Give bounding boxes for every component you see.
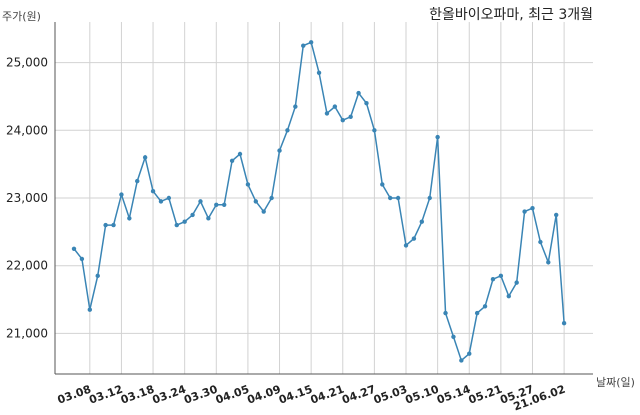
data-point [474,310,480,316]
data-point [206,216,211,221]
data-point [111,222,116,228]
y-tick-label: 25,000 [6,56,48,70]
data-point [229,158,235,163]
data-point [324,111,330,116]
data-point [356,90,361,96]
data-point [380,182,385,187]
data-point [498,273,504,279]
data-point [538,239,543,245]
data-point [166,195,172,201]
data-point [285,128,290,133]
chart-title: 한올바이오파마, 최근 3개월 [429,7,593,23]
data-point [269,195,274,201]
data-point [127,216,132,221]
data-point [554,212,559,218]
data-point [237,151,243,157]
data-point [158,199,164,204]
data-point [253,199,259,204]
x-axis-label: 날짜(일) [596,375,635,389]
data-point [403,243,409,248]
data-point [135,178,140,184]
data-point [427,195,432,201]
data-point [301,43,306,48]
data-point [261,209,266,214]
data-point [150,189,156,194]
y-axis-label: 주가(원) [2,10,41,23]
data-point [316,70,322,75]
data-point [561,321,567,326]
data-point [332,104,338,109]
data-point [103,222,108,228]
data-point [277,148,282,153]
data-point [71,246,77,251]
data-point [482,304,488,309]
data-point [364,101,369,106]
data-point [142,155,148,160]
data-point [411,236,417,241]
data-point [340,117,345,123]
data-point [221,202,227,207]
data-point [419,219,425,224]
data-point [308,40,314,45]
data-point [514,280,519,285]
data-point [95,273,100,279]
price-line [73,41,565,362]
y-tick-label: 21,000 [6,326,48,340]
data-point [293,104,298,109]
data-point [443,310,448,316]
data-point [435,134,440,140]
data-point [395,195,401,201]
data-point [174,222,179,228]
data-point [490,277,496,282]
data-point [467,351,472,356]
data-point [388,195,393,201]
data-point [451,334,456,339]
y-tick-label: 24,000 [6,123,48,137]
data-point [522,209,527,214]
data-point [546,260,551,265]
data-point [79,256,85,262]
data-point [214,202,219,207]
data-point [506,293,511,299]
y-tick-label: 22,000 [6,259,48,273]
data-point [182,219,187,224]
data-point [198,199,203,204]
data-point [372,128,377,133]
data-point [459,358,464,363]
data-point [190,212,195,218]
data-point [245,182,251,187]
y-tick-label: 23,000 [6,191,48,205]
data-point [119,192,124,197]
data-point [87,307,93,312]
data-point [348,114,353,119]
data-point [530,205,535,211]
